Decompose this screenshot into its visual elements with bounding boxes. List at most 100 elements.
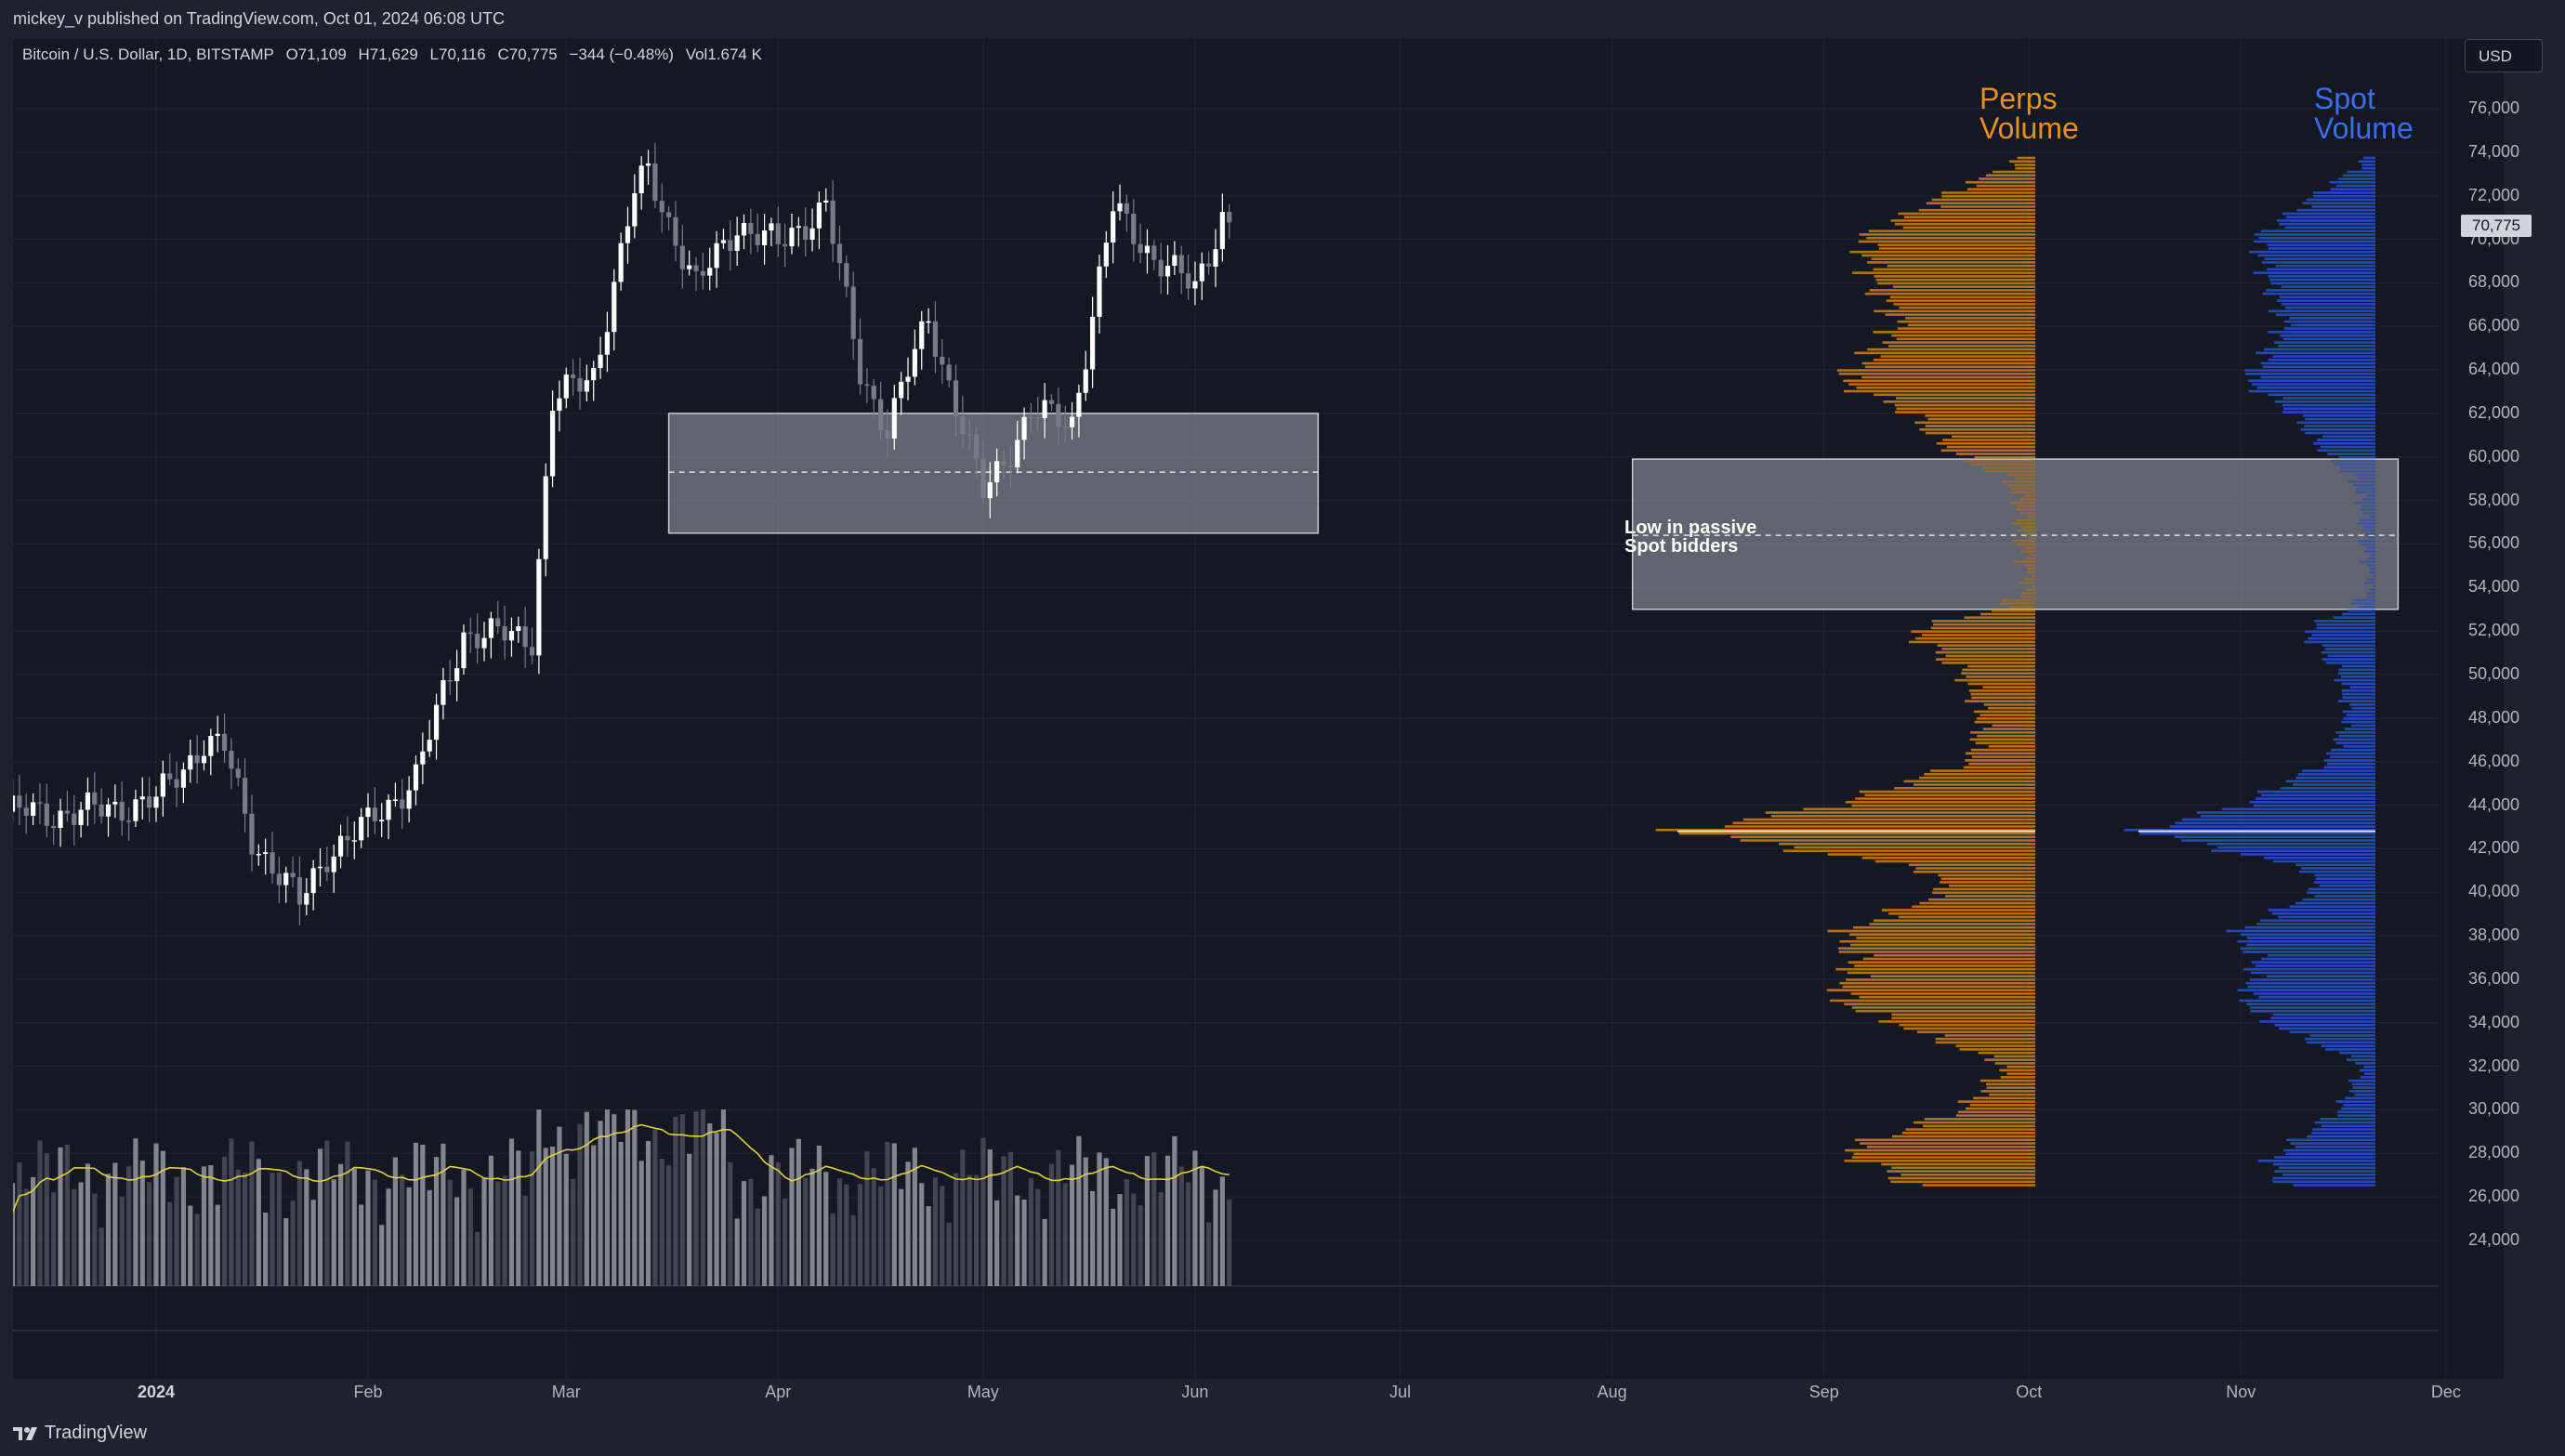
profile-bar	[2343, 745, 2375, 748]
candle-body	[659, 201, 664, 213]
candle-body	[775, 223, 781, 244]
profile-bar	[1991, 609, 2035, 612]
volume-bar	[17, 1161, 22, 1286]
profile-bar	[1867, 261, 2035, 264]
profile-bar	[2373, 584, 2375, 588]
time-axis-label: Nov	[2226, 1383, 2256, 1401]
ohlc-high: H71,629	[358, 46, 418, 63]
profile-bar	[2320, 1118, 2375, 1121]
currency-button[interactable]: USD	[2465, 39, 2543, 72]
profile-bar	[2353, 483, 2375, 487]
volume-bar	[441, 1143, 446, 1286]
volume-bar	[1151, 1152, 1157, 1286]
spot-title-line-2: Volume	[2314, 111, 2414, 145]
profile-bar	[2330, 459, 2375, 463]
top-bar: mickey_v published on TradingView.com, O…	[0, 0, 2565, 39]
profile-bar	[2311, 205, 2375, 208]
profile-bar	[2363, 525, 2375, 529]
profile-bar	[2340, 469, 2375, 473]
volume-bar	[78, 1182, 84, 1286]
profile-bar	[2257, 254, 2375, 257]
price-axis-label: 56,000	[2468, 533, 2520, 553]
profile-bar	[2278, 1166, 2375, 1170]
profile-bar	[1899, 1023, 2035, 1027]
volume-bar	[296, 1161, 303, 1286]
profile-bar	[1869, 923, 2035, 925]
profile-bar	[2274, 341, 2375, 344]
candle-body	[229, 751, 234, 769]
volume-bar	[467, 1188, 473, 1286]
profile-bar	[2276, 219, 2375, 222]
profile-bar	[1862, 957, 2035, 961]
candle-body	[714, 243, 719, 269]
profile-bar	[2275, 264, 2375, 268]
profile-bar	[1861, 361, 2035, 365]
profile-bar	[2326, 762, 2375, 766]
profile-bar	[1942, 439, 2035, 441]
candle-body	[221, 733, 228, 752]
profile-bar	[1873, 268, 2035, 271]
candle-body	[64, 810, 70, 814]
volume-bar	[337, 1163, 344, 1286]
volume-bar	[816, 1145, 822, 1286]
candle-body	[495, 618, 501, 627]
profile-bar	[2290, 1142, 2375, 1145]
candle-body	[372, 807, 377, 822]
volume-bar	[324, 1140, 330, 1286]
profile-bar	[2276, 299, 2375, 302]
profile-bar	[2336, 184, 2375, 188]
tradingview-logo[interactable]: TradingView	[13, 1423, 147, 1444]
profile-bar	[2282, 403, 2375, 407]
profile-bar	[2347, 170, 2375, 174]
profile-bar	[1966, 1107, 2035, 1110]
candle-body	[632, 192, 638, 227]
perps-title-line-2: Volume	[1980, 111, 2079, 145]
profile-bar	[2340, 1107, 2375, 1110]
profile-bar	[1970, 748, 2035, 752]
profile-bar	[2261, 794, 2375, 797]
profile-bar	[2280, 787, 2375, 790]
profile-bar	[2246, 1003, 2375, 1005]
profile-bar	[2124, 828, 2375, 832]
profile-bar	[2226, 929, 2375, 933]
profile-bar	[2268, 953, 2375, 957]
profile-bar	[1867, 348, 2035, 351]
profile-bar	[2352, 598, 2375, 602]
candle-body	[796, 226, 801, 229]
volume-bar	[878, 1186, 884, 1286]
spot-title-line-1: Spot	[2314, 82, 2375, 115]
profile-bar	[1919, 901, 2035, 905]
candle-body	[720, 240, 727, 243]
profile-bar	[1866, 1146, 2035, 1148]
profile-bar	[1999, 602, 2035, 605]
ohlc-close: C70,775	[497, 46, 558, 63]
profile-bar	[2327, 453, 2375, 455]
price-chart[interactable]	[13, 39, 2504, 1379]
profile-bar	[2346, 714, 2375, 716]
profile-bar	[2027, 536, 2035, 539]
profile-bar	[2329, 180, 2375, 184]
profile-bar	[1838, 951, 2035, 953]
candle-body	[932, 321, 939, 358]
profile-bar	[2355, 487, 2375, 491]
profile-bar	[2264, 257, 2375, 260]
volume-bar	[256, 1159, 261, 1286]
profile-bar	[1935, 1037, 2035, 1041]
profile-bar	[2308, 636, 2375, 640]
candle-body	[78, 809, 84, 825]
volume-bar	[632, 1109, 638, 1286]
chart-area[interactable]	[13, 39, 2504, 1379]
volume-bar	[1131, 1193, 1137, 1286]
profile-bar	[2348, 609, 2375, 612]
profile-bar	[2313, 881, 2375, 884]
candle-body	[638, 165, 644, 193]
profile-bar	[1980, 1090, 2035, 1093]
profile-bar	[1883, 400, 2035, 403]
profile-bar	[1881, 909, 2035, 912]
volume-bar	[844, 1184, 849, 1286]
profile-bar	[1966, 180, 2035, 184]
candle-body	[174, 779, 179, 788]
profile-bar	[2284, 226, 2375, 230]
candle-body	[1185, 273, 1191, 289]
candle-body	[119, 801, 125, 821]
